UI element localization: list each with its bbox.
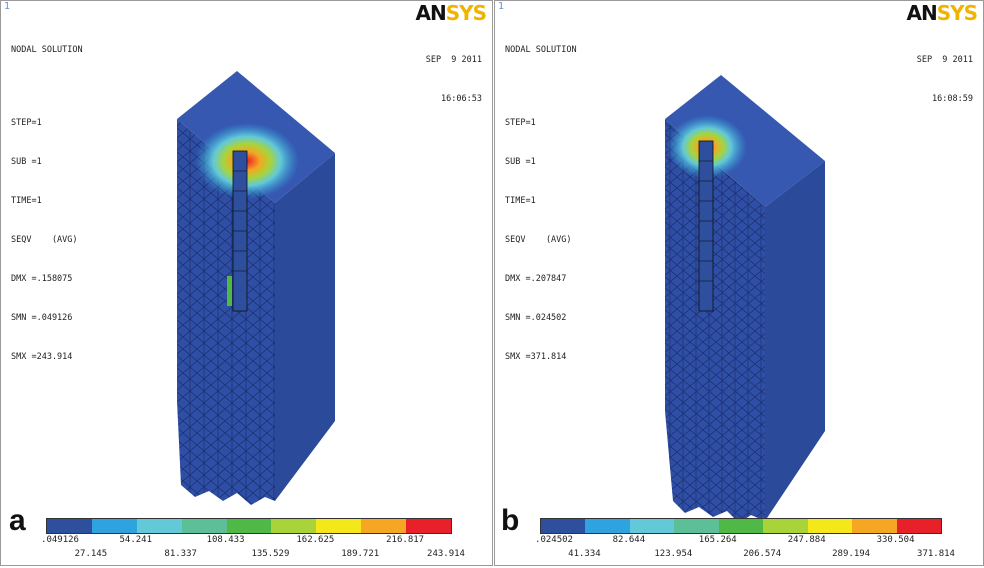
legend-swatch: [316, 519, 362, 533]
legend-swatch: [629, 519, 675, 533]
seqv-label: SEQV (AVG): [11, 235, 78, 245]
legend-swatch: [226, 519, 272, 533]
step-value: STEP=1: [505, 118, 536, 128]
legend-swatch: [718, 519, 764, 533]
legend-swatch: [896, 519, 941, 533]
legend-label-top: 54.241: [119, 535, 153, 545]
time-text: 16:08:59: [932, 94, 973, 104]
step-value: STEP=1: [11, 118, 42, 128]
legend-label-top: 82.644: [612, 535, 646, 545]
model-cut-face: [177, 119, 275, 505]
legend-swatch: [91, 519, 137, 533]
window-number: 1: [4, 1, 11, 12]
legend-label-bottom: 81.337: [164, 549, 197, 559]
smn-value: SMN =.049126: [11, 313, 73, 323]
legend-swatch: [763, 519, 808, 533]
legend-label-bottom: 206.574: [743, 549, 782, 559]
contour-legend-bar: [540, 518, 942, 534]
solution-title: NODAL SOLUTION: [505, 45, 577, 55]
legend-swatch: [585, 519, 630, 533]
legend-swatch: [674, 519, 719, 533]
dmx-value: DMX =.158075: [11, 274, 73, 284]
timestamp: SEP 9 2011 16:06:53: [426, 28, 482, 132]
legend-label-bottom: 135.529: [251, 549, 290, 559]
legend-swatch: [47, 519, 92, 533]
legend-label-top: 165.264: [698, 535, 737, 545]
plot-window-b: 1 ANSYS NODAL SOLUTION STEP=1 SUB =1 TIM…: [494, 0, 984, 566]
model-cut-face: [665, 119, 765, 523]
legend-label-bottom: 243.914: [427, 549, 465, 559]
solution-info: NODAL SOLUTION STEP=1 SUB =1 TIME=1 SEQV…: [505, 18, 577, 390]
legend-label-top: .024502: [535, 535, 573, 545]
legend-label-bottom: 289.194: [832, 549, 871, 559]
time-value: TIME=1: [505, 196, 536, 206]
seqv-label: SEQV (AVG): [505, 235, 572, 245]
legend-swatch: [406, 519, 452, 533]
legend-label-top: .049126: [41, 535, 79, 545]
legend-swatch: [541, 519, 586, 533]
date-text: SEP 9 2011: [916, 55, 973, 65]
contour-legend-bar: [46, 518, 452, 534]
panel-letter: a: [9, 504, 26, 537]
ansys-logo: ANSYS: [415, 1, 487, 25]
window-number: 1: [498, 1, 505, 12]
legend-swatch: [807, 519, 853, 533]
smx-value: SMX =243.914: [11, 352, 73, 362]
solution-title: NODAL SOLUTION: [11, 45, 83, 55]
time-text: 16:06:53: [441, 94, 482, 104]
legend-swatch: [271, 519, 317, 533]
legend-label-bottom: 189.721: [341, 549, 380, 559]
legend-swatch: [181, 519, 227, 533]
ansys-logo: ANSYS: [906, 1, 978, 25]
model-side-face: [765, 161, 825, 521]
legend-label-bottom: 41.334: [568, 549, 601, 559]
fe-model-view: [177, 71, 335, 505]
legend-label-top: 216.817: [386, 535, 425, 545]
legend-label-bottom: 371.814: [917, 549, 955, 559]
smn-value: SMN =.024502: [505, 313, 567, 323]
time-value: TIME=1: [11, 196, 42, 206]
legend-swatch: [852, 519, 897, 533]
bolt-shaft: [698, 140, 714, 312]
panel-letter: b: [501, 504, 520, 537]
legend-label-top: 330.504: [876, 535, 915, 545]
sub-value: SUB =1: [505, 157, 536, 167]
sub-value: SUB =1: [11, 157, 42, 167]
plot-window-a: 1 ANSYS NODAL SOLUTION STEP=1 SUB =1 TIM…: [0, 0, 493, 566]
legend-label-bottom: 27.145: [74, 549, 108, 559]
legend-label-bottom: 123.954: [654, 549, 693, 559]
date-text: SEP 9 2011: [425, 55, 482, 65]
legend-label-top: 162.625: [296, 535, 335, 545]
legend-swatch: [136, 519, 182, 533]
legend-label-top: 108.433: [206, 535, 245, 545]
timestamp: SEP 9 2011 16:08:59: [917, 28, 973, 132]
dmx-value: DMX =.207847: [505, 274, 567, 284]
model-side-face: [275, 153, 335, 501]
legend-label-top: 247.884: [787, 535, 826, 545]
solution-info: NODAL SOLUTION STEP=1 SUB =1 TIME=1 SEQV…: [11, 18, 83, 390]
smx-value: SMX =371.814: [505, 352, 567, 362]
fe-model-view: [665, 75, 825, 523]
legend-swatch: [361, 519, 407, 533]
